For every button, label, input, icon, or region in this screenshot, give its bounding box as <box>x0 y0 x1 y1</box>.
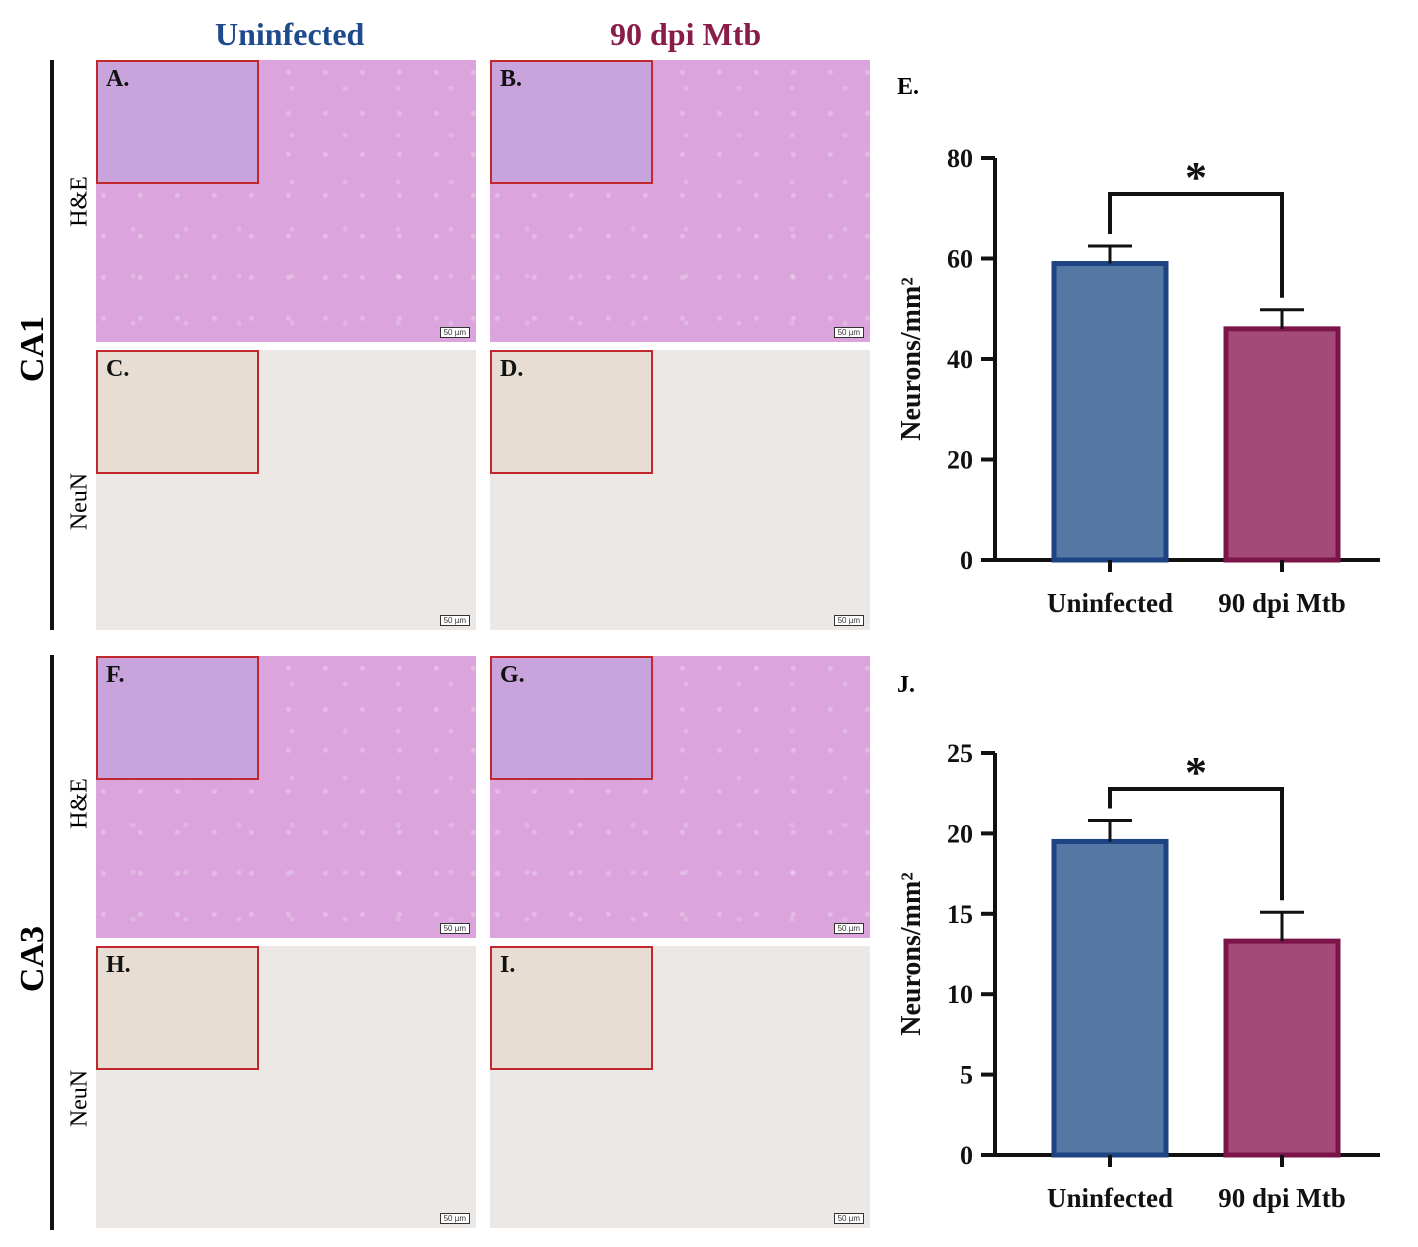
panel-label-g: G. <box>500 662 525 688</box>
inset-d <box>490 350 653 474</box>
inset-i <box>490 946 653 1070</box>
y-tick-label: 80 <box>947 144 973 173</box>
y-tick-label: 25 <box>947 739 973 768</box>
x-tick-label: 90 dpi Mtb <box>1218 1183 1346 1213</box>
inset-g <box>490 656 653 780</box>
panel-label-d: D. <box>500 356 524 382</box>
micrograph-i: I. 50 µm <box>490 946 870 1228</box>
micrograph-g: G. 50 µm <box>490 656 870 938</box>
stain-label-he-ca1: H&E <box>66 176 93 227</box>
stain-label-neun-ca1: NeuN <box>66 472 93 531</box>
panel-label-f: F. <box>106 662 125 688</box>
scale-bar: 50 µm <box>439 615 470 626</box>
micrograph-a: A. 50 µm <box>96 60 476 342</box>
x-tick-label: Uninfected <box>1047 1183 1173 1213</box>
x-tick-label: 90 dpi Mtb <box>1218 588 1346 618</box>
panel-label-c: C. <box>106 356 130 382</box>
row-label-ca1: CA1 <box>14 315 51 383</box>
micrograph-b: B. 50 µm <box>490 60 870 342</box>
chart-j: 0 5 10 15 20 25 Neurons/mm² Uninfected 90 dpi Mt… <box>896 739 1380 1213</box>
y-tick-label: 5 <box>960 1061 973 1090</box>
column-title-uninfected: Uninfected <box>215 16 365 52</box>
scale-bar: 50 µm <box>439 923 470 934</box>
significance-bracket <box>1108 787 1284 901</box>
scale-bar: 50 µm <box>833 327 864 338</box>
y-tick-label: 40 <box>947 345 973 374</box>
micrograph-f: F. 50 µm <box>96 656 476 938</box>
row-label-ca3: CA3 <box>14 925 51 993</box>
inset-h <box>96 946 259 1070</box>
ca1-divider <box>50 60 54 630</box>
micrograph-h: H. 50 µm <box>96 946 476 1228</box>
graph-label-e: E. <box>897 74 920 100</box>
scale-bar: 50 µm <box>439 327 470 338</box>
scale-bar: 50 µm <box>833 615 864 626</box>
y-tick-label: 10 <box>947 980 973 1009</box>
micrograph-c: C. 50 µm <box>96 350 476 630</box>
stain-label-neun-ca3: NeuN <box>66 1069 93 1128</box>
bar-uninfected <box>1051 261 1169 563</box>
y-tick-label: 0 <box>960 1141 973 1170</box>
y-tick-label: 20 <box>947 819 973 848</box>
bar-uninfected <box>1051 838 1169 1158</box>
graph-label-j: J. <box>897 672 915 698</box>
y-tick-label: 60 <box>947 245 973 274</box>
panel-label-i: I. <box>500 952 516 978</box>
panel-label-a: A. <box>106 66 130 92</box>
significance-marker: * <box>1185 153 1207 202</box>
scale-bar: 50 µm <box>439 1213 470 1224</box>
y-tick-label: 20 <box>947 446 973 475</box>
y-axis-label: Neurons/mm² <box>896 872 927 1035</box>
scale-bar: 50 µm <box>833 1213 864 1224</box>
panel-label-h: H. <box>106 952 131 978</box>
y-tick-label: 0 <box>960 546 973 575</box>
y-axis-label: Neurons/mm² <box>896 277 927 440</box>
x-tick-label: Uninfected <box>1047 588 1173 618</box>
bar-infected <box>1223 938 1341 1158</box>
bar-infected <box>1223 326 1341 563</box>
scale-bar: 50 µm <box>833 923 864 934</box>
significance-marker: * <box>1185 748 1207 797</box>
inset-f <box>96 656 259 780</box>
inset-b <box>490 60 653 184</box>
micrograph-d: D. 50 µm <box>490 350 870 630</box>
y-tick-label: 15 <box>947 900 973 929</box>
inset-c <box>96 350 259 474</box>
significance-bracket <box>1108 192 1284 298</box>
panel-label-b: B. <box>500 66 523 92</box>
stain-label-he-ca3: H&E <box>66 778 93 829</box>
chart-e: 0 20 40 60 80 Neurons/mm² Uninfected 90 dpi Mtb… <box>896 144 1380 618</box>
inset-a <box>96 60 259 184</box>
column-title-infected: 90 dpi Mtb <box>610 16 762 52</box>
ca3-divider <box>50 655 54 1230</box>
